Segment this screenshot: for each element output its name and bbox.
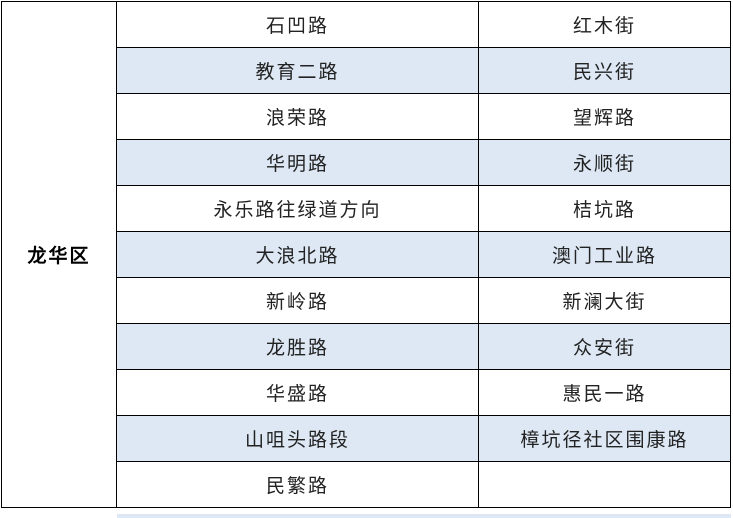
road-cell-left: 新岭路 [116, 277, 479, 324]
road-cell-right: 新澜大街 [478, 277, 731, 324]
road-cell-right: 樟坑径社区围康路 [478, 415, 731, 462]
table-row: 浪荣路 望辉路 [2, 93, 731, 140]
road-table: 龙华区 石凹路 红木街 教育二路 民兴街 浪荣路 望辉路 华明路 永顺街 永乐路往绿道方向 桔坑路大… [1, 1, 731, 508]
road-cell-right: 众安街 [478, 323, 731, 370]
road-cell-right: 民兴街 [478, 47, 731, 94]
table-row: 华明路 永顺街 [2, 139, 731, 186]
table-row: 龙华区 石凹路 红木街 [1, 1, 731, 508]
next-row-shading [117, 514, 731, 518]
road-cell-left: 教育二路 [116, 47, 479, 94]
road-cell-right: 桔坑路 [478, 185, 731, 232]
road-cell-left: 龙胜路 [116, 323, 479, 370]
road-cell-left: 华明路 [116, 139, 479, 186]
road-cell-left: 山咀头路段 [116, 415, 479, 462]
table-row: 新岭路 新澜大街 [2, 277, 731, 324]
road-cell-right: 红木街 [478, 1, 731, 48]
table-row: 大浪北路 澳门工业路 [2, 231, 731, 278]
table-row: 山咀头路段 樟坑径社区围康路 [2, 415, 731, 462]
table-row: 教育二路 民兴街 [2, 47, 731, 94]
road-cell-right [478, 461, 731, 508]
table-row: 永乐路往绿道方向 桔坑路 [2, 185, 731, 232]
road-cell-right: 望辉路 [478, 93, 731, 140]
table-row: 华盛路 惠民一路 [2, 369, 731, 416]
road-cell-left: 大浪北路 [116, 231, 479, 278]
road-cell-right: 永顺街 [478, 139, 731, 186]
road-cell-left: 民繁路 [116, 461, 479, 508]
district-cell: 龙华区 [1, 1, 117, 508]
road-cell-left: 浪荣路 [116, 93, 479, 140]
table-row: 龙胜路 众安街 [2, 323, 731, 370]
road-cell-right: 澳门工业路 [478, 231, 731, 278]
road-cell-left: 石凹路 [116, 1, 479, 48]
table-row: 民繁路 [2, 461, 731, 508]
road-cell-right: 惠民一路 [478, 369, 731, 416]
road-cell-left: 华盛路 [116, 369, 479, 416]
road-cell-left: 永乐路往绿道方向 [116, 185, 479, 232]
